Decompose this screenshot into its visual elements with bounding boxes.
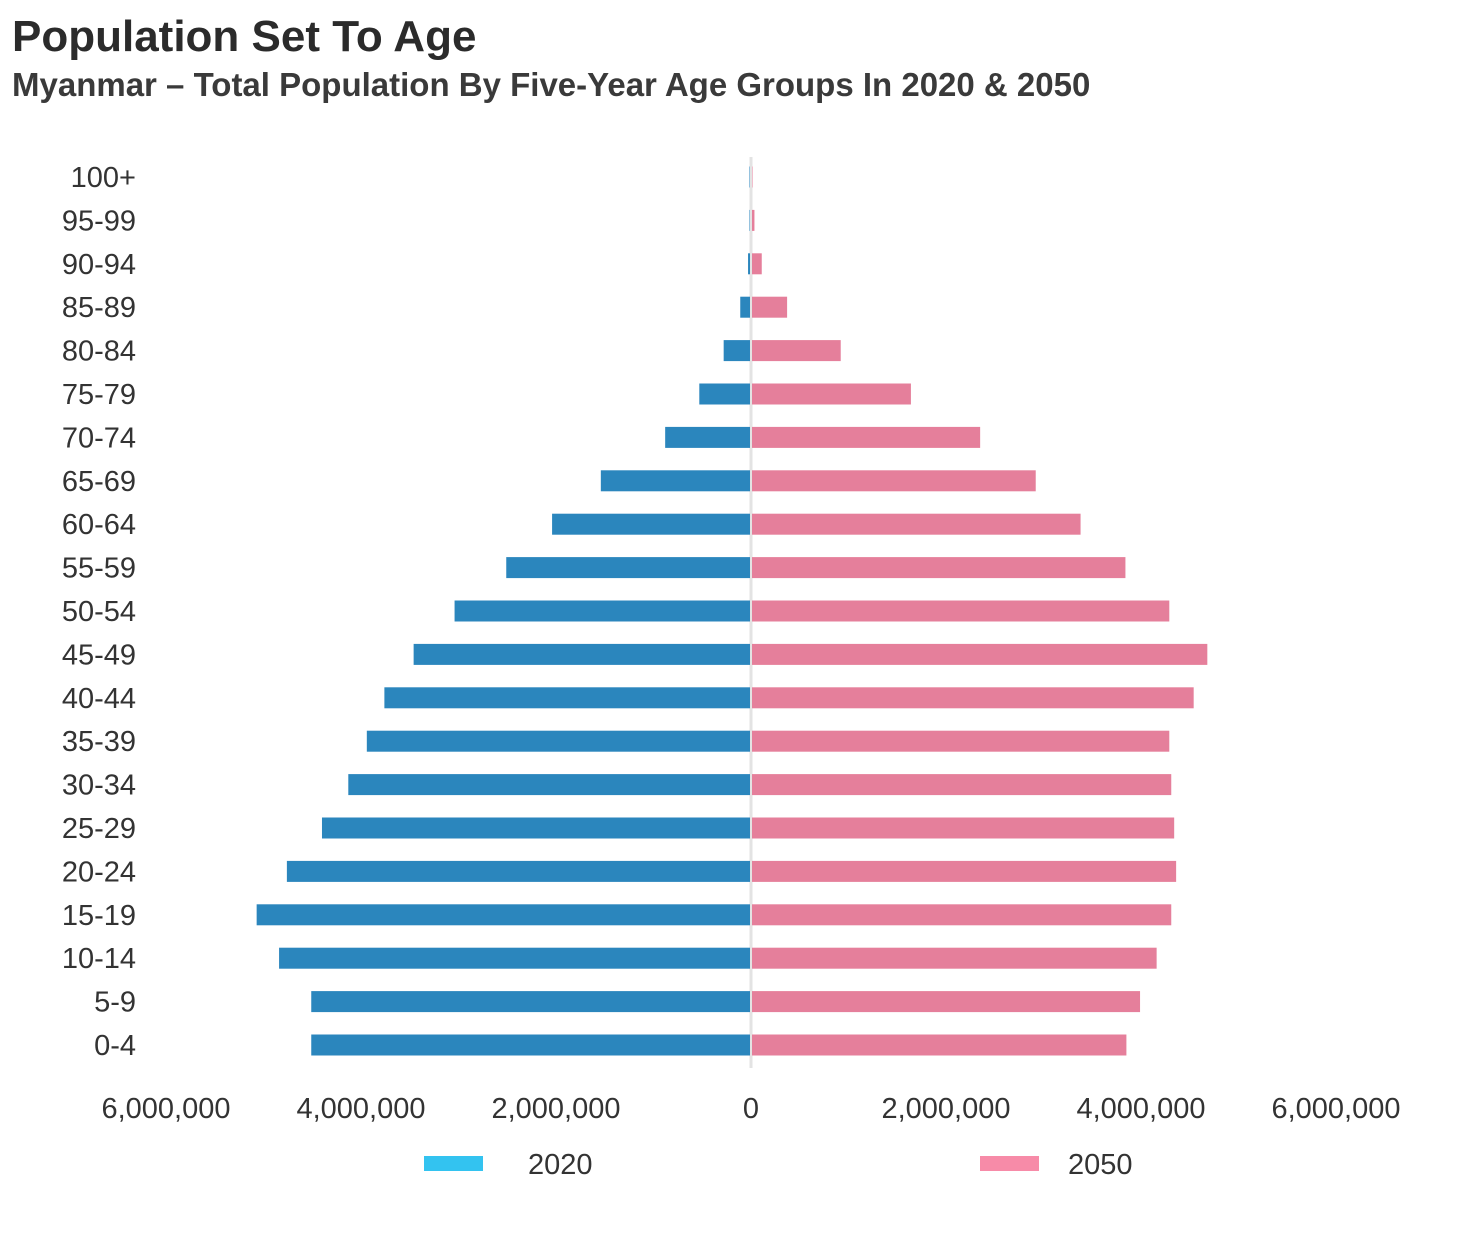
x-tick-label: 6,000,000 [1271,1093,1400,1125]
x-tick-label: 0 [743,1093,759,1125]
bar-2020-100+ [749,166,750,188]
bar-2050-75-79 [752,383,911,405]
x-tick-label: 2,000,000 [881,1093,1010,1125]
bar-2050-100+ [752,166,753,188]
bar-2050-70-74 [752,426,981,448]
age-label-5-9: 5-9 [94,987,136,1019]
bar-2020-10-14 [279,947,750,969]
bar-2050-20-24 [752,860,1177,882]
bar-2020-80-84 [723,340,750,362]
bar-2050-15-19 [752,904,1172,926]
bar-2020-15-19 [256,904,750,926]
legend-swatch-2050 [980,1156,1039,1171]
bar-2020-90-94 [748,253,750,275]
age-label-95-99: 95-99 [62,205,136,237]
bar-2020-20-24 [286,860,751,882]
bar-2050-80-84 [752,340,841,362]
age-label-15-19: 15-19 [62,900,136,932]
bar-2020-5-9 [311,991,750,1013]
bar-2050-55-59 [752,557,1126,579]
bar-2050-25-29 [752,817,1175,839]
bar-2020-30-34 [348,774,750,796]
x-tick-label: 2,000,000 [491,1093,620,1125]
age-label-0-4: 0-4 [94,1030,136,1062]
bar-2020-45-49 [413,643,751,665]
bar-2050-35-39 [752,730,1170,752]
legend-swatch-2020 [424,1156,483,1171]
age-label-40-44: 40-44 [62,683,136,715]
age-label-35-39: 35-39 [62,726,136,758]
age-label-80-84: 80-84 [62,336,136,368]
legend-label-2050: 2050 [1068,1149,1133,1181]
bar-2020-0-4 [311,1034,750,1056]
age-label-45-49: 45-49 [62,639,136,671]
x-tick-label: 4,000,000 [296,1093,425,1125]
age-label-10-14: 10-14 [62,943,136,975]
bar-2050-45-49 [752,643,1208,665]
age-label-55-59: 55-59 [62,553,136,585]
bar-2020-70-74 [665,426,750,448]
bar-2050-65-69 [752,470,1036,492]
age-label-30-34: 30-34 [62,770,136,802]
bar-2020-35-39 [366,730,750,752]
bar-2020-75-79 [699,383,750,405]
bar-2050-40-44 [752,687,1194,709]
bar-2020-85-89 [740,296,750,318]
x-tick-label: 6,000,000 [101,1093,230,1125]
bar-2050-30-34 [752,774,1172,796]
x-tick-label: 4,000,000 [1076,1093,1205,1125]
age-label-100+: 100+ [71,162,136,194]
bar-2020-65-69 [600,470,751,492]
bar-2050-0-4 [752,1034,1127,1056]
age-label-90-94: 90-94 [62,249,136,281]
chart-subtitle: Myanmar – Total Population By Five-Year … [12,66,1091,103]
age-label-70-74: 70-74 [62,422,136,454]
age-label-85-89: 85-89 [62,292,136,324]
age-label-20-24: 20-24 [62,856,136,888]
bar-2050-60-64 [752,513,1081,535]
age-label-60-64: 60-64 [62,509,136,541]
bar-2020-95-99 [749,209,750,231]
age-label-65-69: 65-69 [62,466,136,498]
age-label-50-54: 50-54 [62,596,136,628]
bar-2050-5-9 [752,991,1141,1013]
bar-2020-25-29 [321,817,750,839]
bar-2050-95-99 [752,209,755,231]
bar-2050-10-14 [752,947,1157,969]
bar-2020-40-44 [384,687,751,709]
bar-2020-55-59 [506,557,750,579]
bar-2050-85-89 [752,296,788,318]
bar-2050-50-54 [752,600,1170,622]
age-label-25-29: 25-29 [62,813,136,845]
age-label-75-79: 75-79 [62,379,136,411]
chart-title: Population Set To Age [12,12,477,61]
bar-2020-60-64 [552,513,750,535]
legend-label-2020: 2020 [528,1149,593,1181]
bar-2050-90-94 [752,253,762,275]
bar-2020-50-54 [454,600,750,622]
